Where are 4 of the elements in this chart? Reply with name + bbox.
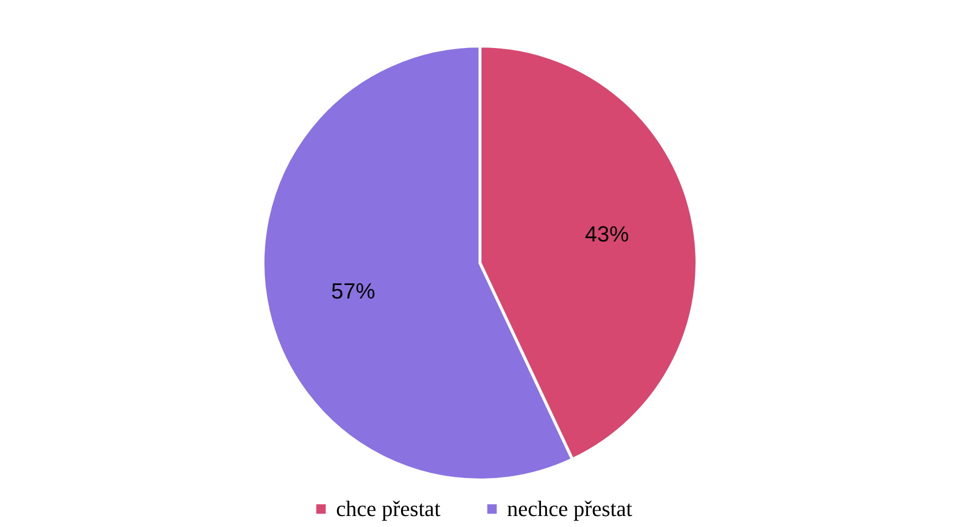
data-label: 43% xyxy=(584,222,629,247)
legend-label: nechce přestat xyxy=(507,496,632,521)
data-label: 57% xyxy=(331,278,376,304)
legend-label: chce přestat xyxy=(336,496,440,521)
